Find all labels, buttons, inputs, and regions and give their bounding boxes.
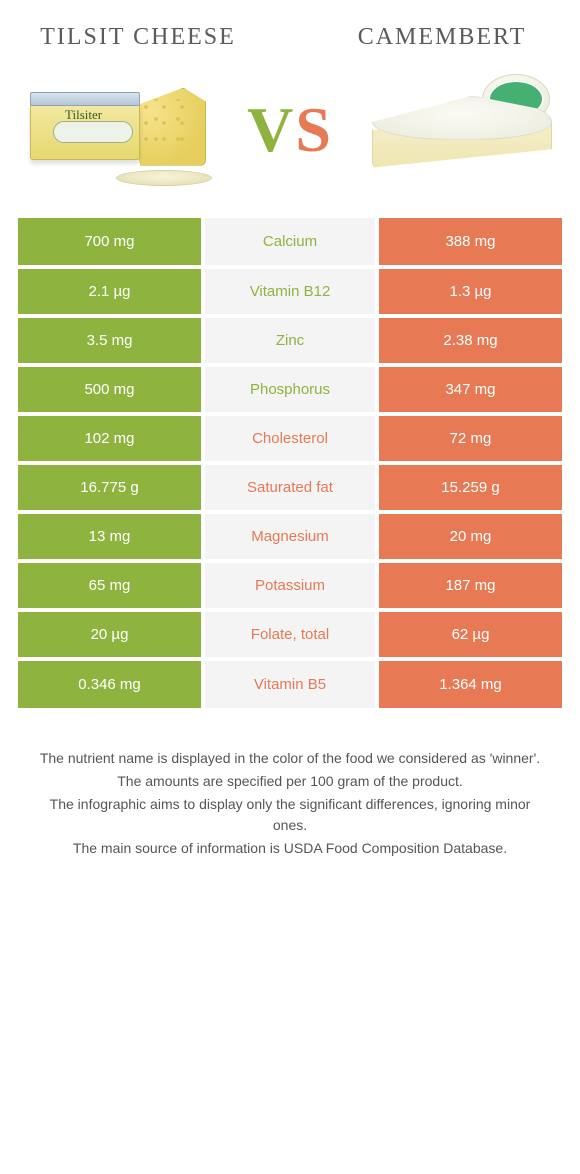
package-brand-label: Tilsiter: [65, 107, 102, 123]
vs-label: VS: [247, 93, 333, 167]
nutrient-name: Calcium: [203, 218, 377, 267]
right-value: 15.259 g: [377, 463, 562, 512]
nutrient-row: 3.5 mgZinc2.38 mg: [18, 316, 562, 365]
nutrient-name: Phosphorus: [203, 365, 377, 414]
nutrient-row: 2.1 µgVitamin B121.3 µg: [18, 267, 562, 316]
left-value: 500 mg: [18, 365, 203, 414]
tilsit-image: Tilsiter: [22, 70, 212, 190]
nutrient-name: Magnesium: [203, 512, 377, 561]
right-value: 1.3 µg: [377, 267, 562, 316]
vs-row: Tilsiter VS: [18, 70, 562, 190]
nutrient-table: 700 mgCalcium388 mg2.1 µgVitamin B121.3 …: [18, 218, 562, 708]
footer-notes: The nutrient name is displayed in the co…: [18, 748, 562, 859]
nutrient-row: 102 mgCholesterol72 mg: [18, 414, 562, 463]
nutrient-name: Vitamin B5: [203, 659, 377, 708]
nutrient-name: Zinc: [203, 316, 377, 365]
note-line: The amounts are specified per 100 gram o…: [34, 771, 546, 792]
right-value: 20 mg: [377, 512, 562, 561]
left-value: 2.1 µg: [18, 267, 203, 316]
nutrient-row: 700 mgCalcium388 mg: [18, 218, 562, 267]
right-value: 62 µg: [377, 610, 562, 659]
nutrient-name: Folate, total: [203, 610, 377, 659]
right-value: 2.38 mg: [377, 316, 562, 365]
nutrient-name: Potassium: [203, 561, 377, 610]
right-value: 187 mg: [377, 561, 562, 610]
right-value: 388 mg: [377, 218, 562, 267]
left-value: 20 µg: [18, 610, 203, 659]
right-value: 347 mg: [377, 365, 562, 414]
title-row: TILSIT CHEESE CAMEMBERT: [18, 14, 562, 52]
left-value: 16.775 g: [18, 463, 203, 512]
left-value: 102 mg: [18, 414, 203, 463]
right-title: CAMEMBERT: [332, 24, 552, 52]
nutrient-name: Cholesterol: [203, 414, 377, 463]
nutrient-row: 20 µgFolate, total62 µg: [18, 610, 562, 659]
camembert-image: [368, 70, 558, 190]
nutrient-name: Vitamin B12: [203, 267, 377, 316]
nutrient-row: 13 mgMagnesium20 mg: [18, 512, 562, 561]
left-value: 13 mg: [18, 512, 203, 561]
left-title: TILSIT CHEESE: [28, 24, 248, 52]
nutrient-name: Saturated fat: [203, 463, 377, 512]
nutrient-row: 500 mgPhosphorus347 mg: [18, 365, 562, 414]
nutrient-row: 0.346 mgVitamin B51.364 mg: [18, 659, 562, 708]
note-line: The nutrient name is displayed in the co…: [34, 748, 546, 769]
left-value: 65 mg: [18, 561, 203, 610]
left-value: 3.5 mg: [18, 316, 203, 365]
left-value: 700 mg: [18, 218, 203, 267]
nutrient-row: 65 mgPotassium187 mg: [18, 561, 562, 610]
nutrient-row: 16.775 gSaturated fat15.259 g: [18, 463, 562, 512]
left-value: 0.346 mg: [18, 659, 203, 708]
right-value: 1.364 mg: [377, 659, 562, 708]
note-line: The main source of information is USDA F…: [34, 838, 546, 859]
note-line: The infographic aims to display only the…: [34, 794, 546, 836]
right-value: 72 mg: [377, 414, 562, 463]
